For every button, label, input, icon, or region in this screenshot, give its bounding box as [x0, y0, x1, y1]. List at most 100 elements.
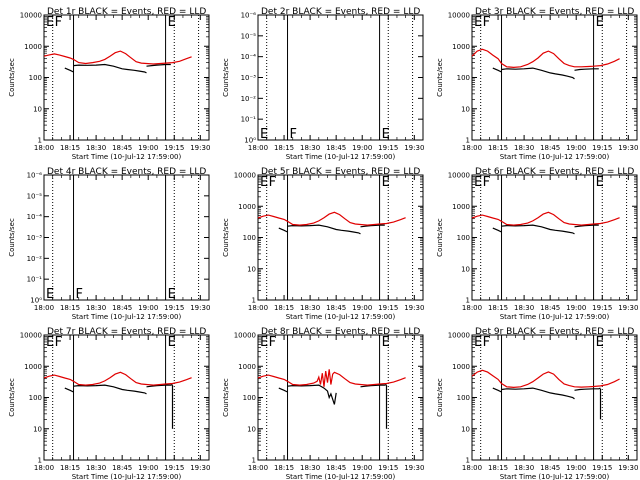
x-tick-label: 19:30	[618, 144, 638, 152]
y-tick-label: 10	[461, 425, 470, 433]
x-tick-label: 18:15	[274, 464, 294, 472]
x-tick-label: 18:00	[34, 464, 54, 472]
x-tick-label: 19:30	[404, 144, 424, 152]
marker-label: E	[382, 175, 390, 190]
x-tick-label: 18:15	[60, 304, 80, 312]
x-axis-title: Start Time (10-Jul-12 17:59:00)	[500, 473, 610, 480]
y-tick-label: 1000	[238, 363, 256, 371]
marker-label: E	[46, 15, 54, 30]
events-series-line	[501, 67, 575, 80]
marker-label: F	[483, 15, 490, 30]
y-tick-label: 10⁻⁶	[241, 12, 257, 20]
y-axis-title: Counts/sec	[222, 378, 230, 417]
events-series-line	[146, 383, 173, 388]
x-tick-label: 18:45	[112, 464, 132, 472]
x-axis-title: Start Time (10-Jul-12 17:59:00)	[500, 313, 610, 321]
y-tick-label: 100	[457, 234, 470, 242]
panel-title: Det 4r BLACK = Events, RED = LLD	[47, 167, 206, 177]
marker-label: E	[382, 335, 390, 350]
det-panel: Det 3r BLACK = Events, RED = LLD 1 10 100 10…	[436, 7, 638, 161]
x-tick-label: 19:30	[404, 464, 424, 472]
y-tick-label: 1000	[452, 363, 470, 371]
x-tick-label: 18:15	[488, 144, 508, 152]
x-tick-label: 18:45	[326, 304, 346, 312]
x-tick-label: 18:00	[462, 304, 482, 312]
x-tick-label: 18:45	[540, 304, 560, 312]
y-tick-label: 10⁻¹	[27, 276, 43, 284]
y-tick-label: 10⁻²	[27, 255, 43, 263]
marker-label: E	[260, 175, 268, 190]
x-axis-title: Start Time (10-Jul-12 17:59:00)	[286, 153, 396, 161]
marker-label: E	[260, 127, 268, 142]
lld-series-line	[471, 48, 620, 69]
x-tick-label: 18:30	[514, 464, 534, 472]
events-series-line	[501, 387, 575, 400]
x-tick-label: 19:00	[138, 144, 158, 152]
y-axis-title: Counts/sec	[436, 378, 444, 417]
y-axis-title: Counts/sec	[8, 218, 16, 257]
y-tick-label: 10⁻⁶	[27, 172, 43, 180]
lld-series-line	[43, 50, 192, 65]
y-tick-label: 1	[38, 137, 42, 145]
det-panel: Det 9r BLACK = Events, RED = LLD 1 10 100 10…	[436, 327, 638, 480]
y-tick-label: 10⁻¹	[241, 116, 257, 124]
x-tick-label: 18:45	[112, 304, 132, 312]
marker-label: F	[269, 175, 276, 190]
y-tick-label: 10000	[448, 12, 470, 20]
y-tick-label: 100	[457, 394, 470, 402]
det-panel: Det 6r BLACK = Events, RED = LLD 1 10 100 10…	[436, 167, 638, 321]
y-tick-label: 10	[33, 425, 42, 433]
events-series-line	[278, 227, 288, 233]
events-series-line	[574, 224, 599, 228]
panel-title: Det 8r BLACK = Events, RED = LLD	[261, 327, 420, 337]
events-series-line	[287, 224, 361, 235]
events-series-line	[146, 63, 171, 67]
y-tick-label: 1	[466, 137, 470, 145]
y-tick-label: 10000	[234, 332, 256, 340]
lld-series-line	[471, 369, 620, 389]
events-series-line	[64, 67, 74, 73]
events-series-line	[73, 384, 147, 395]
y-tick-label: 10⁻⁵	[241, 32, 257, 40]
x-tick-label: 18:45	[540, 144, 560, 152]
events-series-line	[574, 68, 599, 71]
x-tick-label: 19:00	[138, 464, 158, 472]
marker-label: E	[596, 15, 604, 30]
y-tick-label: 10⁻²	[241, 95, 257, 103]
x-tick-label: 19:15	[164, 304, 184, 312]
y-tick-label: 1	[466, 457, 470, 465]
y-axis-title: Counts/sec	[8, 58, 16, 97]
y-tick-label: 1000	[24, 363, 42, 371]
y-tick-label: 1000	[24, 43, 42, 51]
y-tick-label: 10⁰	[30, 297, 42, 305]
x-tick-label: 19:30	[618, 464, 638, 472]
marker-label: F	[483, 335, 490, 350]
panel-title: Det 2r BLACK = Events, RED = LLD	[261, 7, 420, 17]
x-tick-label: 19:15	[592, 304, 612, 312]
x-tick-label: 19:15	[378, 464, 398, 472]
events-series-line	[360, 383, 387, 388]
x-tick-label: 18:30	[300, 304, 320, 312]
y-tick-label: 10	[461, 105, 470, 113]
x-axis-title: Start Time (10-Jul-12 17:59:00)	[500, 153, 610, 161]
x-tick-label: 19:00	[138, 304, 158, 312]
y-tick-label: 1000	[452, 43, 470, 51]
x-tick-label: 19:15	[164, 144, 184, 152]
panel-title: Det 9r BLACK = Events, RED = LLD	[475, 327, 634, 337]
panel-title: Det 5r BLACK = Events, RED = LLD	[261, 167, 420, 177]
x-tick-label: 18:00	[34, 144, 54, 152]
y-tick-label: 10	[247, 265, 256, 273]
marker-label: E	[168, 15, 176, 30]
marker-label: F	[76, 287, 83, 302]
x-tick-label: 19:15	[378, 304, 398, 312]
x-tick-label: 19:15	[378, 144, 398, 152]
lld-series-line	[43, 371, 192, 386]
x-axis-title: Start Time (10-Jul-12 17:59:00)	[286, 473, 396, 480]
y-tick-label: 10⁻³	[27, 234, 43, 242]
x-tick-label: 19:30	[190, 464, 210, 472]
y-tick-label: 10000	[448, 172, 470, 180]
x-tick-label: 18:15	[274, 144, 294, 152]
marker-label: F	[290, 127, 297, 142]
marker-label: F	[483, 175, 490, 190]
